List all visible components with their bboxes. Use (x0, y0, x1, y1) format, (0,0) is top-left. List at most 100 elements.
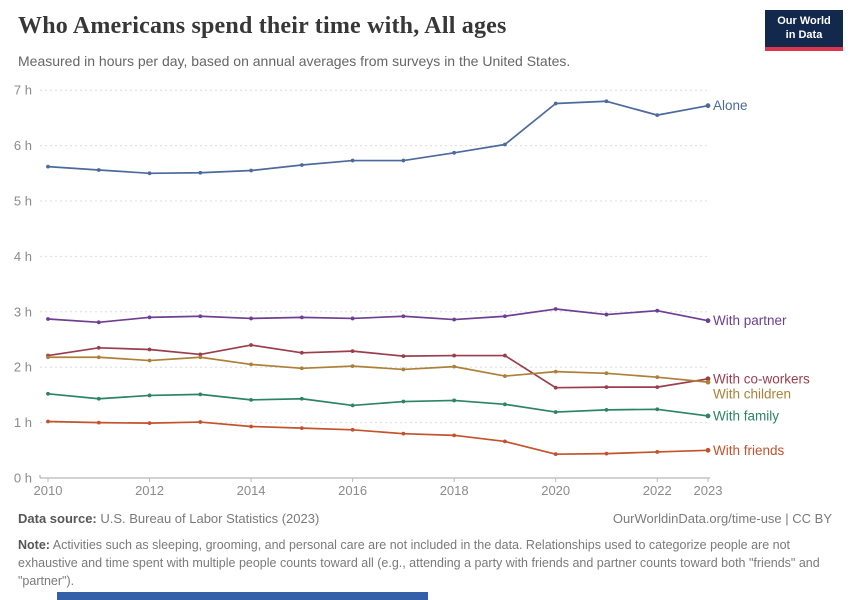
data-point (249, 168, 253, 173)
data-point (401, 431, 406, 436)
data-point (604, 451, 609, 456)
series-line-with-children (48, 356, 709, 384)
data-point (705, 447, 711, 453)
data-point (96, 345, 101, 350)
y-tick-label: 2 h (14, 360, 32, 375)
data-point (553, 369, 558, 374)
series-alone: Alone (46, 98, 748, 176)
x-tick-label: 2012 (135, 483, 164, 498)
note-text: Activities such as sleeping, grooming, a… (18, 538, 820, 588)
data-point (249, 424, 253, 429)
data-point (350, 403, 355, 408)
data-point (705, 318, 711, 324)
data-point (46, 164, 50, 169)
timeline-bar[interactable] (57, 592, 428, 600)
data-point (46, 391, 50, 396)
data-point (452, 433, 457, 438)
data-point (96, 420, 101, 425)
data-point (96, 320, 101, 325)
data-point (553, 307, 558, 311)
data-point (350, 316, 355, 321)
data-point (503, 314, 507, 319)
series-label-with-children: With children (713, 386, 791, 401)
data-point (299, 396, 304, 401)
data-point (553, 452, 558, 457)
data-point (147, 171, 152, 176)
data-point (655, 385, 660, 390)
data-point (96, 355, 101, 360)
series-label-with-family: With family (713, 408, 779, 423)
data-point (299, 315, 304, 320)
data-source-label: Data source: (18, 511, 97, 526)
data-point (452, 317, 457, 322)
data-point (452, 150, 457, 155)
data-point (705, 376, 711, 382)
data-point (452, 353, 457, 358)
data-point (147, 393, 152, 398)
x-tick-label: 2016 (338, 483, 367, 498)
data-point (503, 142, 507, 147)
data-point (655, 450, 660, 454)
owid-logo-line1: Our World (777, 15, 831, 27)
x-tick-label: 2014 (237, 483, 266, 498)
y-tick-label: 1 h (14, 415, 32, 430)
series-with-family: With family (46, 391, 779, 423)
data-point (46, 355, 50, 360)
data-point (249, 316, 253, 321)
data-point (299, 350, 304, 355)
note-label: Note: (18, 538, 50, 552)
data-point (350, 158, 355, 163)
chart-title: Who Americans spend their time with, All… (18, 13, 507, 39)
data-point (604, 371, 609, 376)
owid-rights-link[interactable]: OurWorldinData.org/time-use | CC BY (612, 511, 832, 526)
data-point (401, 314, 406, 319)
series-with-children: With children (46, 355, 791, 401)
data-point (452, 398, 457, 403)
data-point (553, 101, 558, 106)
data-point (655, 113, 660, 118)
data-point (96, 396, 101, 401)
series-label-with-partner: With partner (713, 313, 787, 328)
data-point (705, 379, 711, 385)
series-line-with-friends (47, 420, 709, 456)
data-point (249, 362, 253, 367)
data-point (705, 413, 711, 419)
data-point (705, 103, 711, 109)
data-point (350, 427, 355, 432)
data-point (46, 419, 50, 424)
data-point (452, 364, 457, 369)
data-point (147, 358, 152, 363)
y-tick-label: 6 h (14, 138, 32, 153)
y-tick-label: 3 h (14, 304, 32, 319)
y-tick-label: 0 h (14, 471, 32, 486)
data-point (401, 367, 406, 372)
x-tick-label: 2022 (643, 483, 672, 498)
chart-subtitle: Measured in hours per day, based on annu… (18, 53, 571, 69)
data-point (147, 421, 152, 426)
data-point (198, 314, 203, 319)
data-point (249, 397, 253, 402)
data-point (401, 158, 406, 163)
owid-logo[interactable]: Our World in Data (765, 10, 843, 51)
data-point (553, 410, 558, 414)
series-label-alone: Alone (713, 98, 748, 113)
data-point (198, 352, 203, 357)
series-line-with-partner (47, 308, 709, 324)
x-tick-label: 2020 (541, 483, 570, 498)
x-tick-label: 2023 (694, 483, 723, 498)
time-with-line-chart: 0 h 1 h 2 h 3 h 4 h 5 h 6 h 7 h 2010 2012 2014 2016… (14, 83, 810, 498)
data-point (604, 407, 609, 412)
data-point (350, 364, 355, 368)
data-point (198, 355, 203, 360)
data-point (553, 385, 558, 390)
chart-note: Note: Activities such as sleeping, groom… (18, 537, 820, 590)
series-with-friends: With friends (46, 419, 785, 458)
data-point (299, 366, 304, 371)
data-point (401, 354, 406, 359)
data-point (401, 399, 406, 404)
owid-logo-line2: in Data (785, 28, 823, 41)
data-point (655, 375, 660, 380)
data-point (604, 385, 609, 390)
series-line-with-family (47, 392, 709, 417)
